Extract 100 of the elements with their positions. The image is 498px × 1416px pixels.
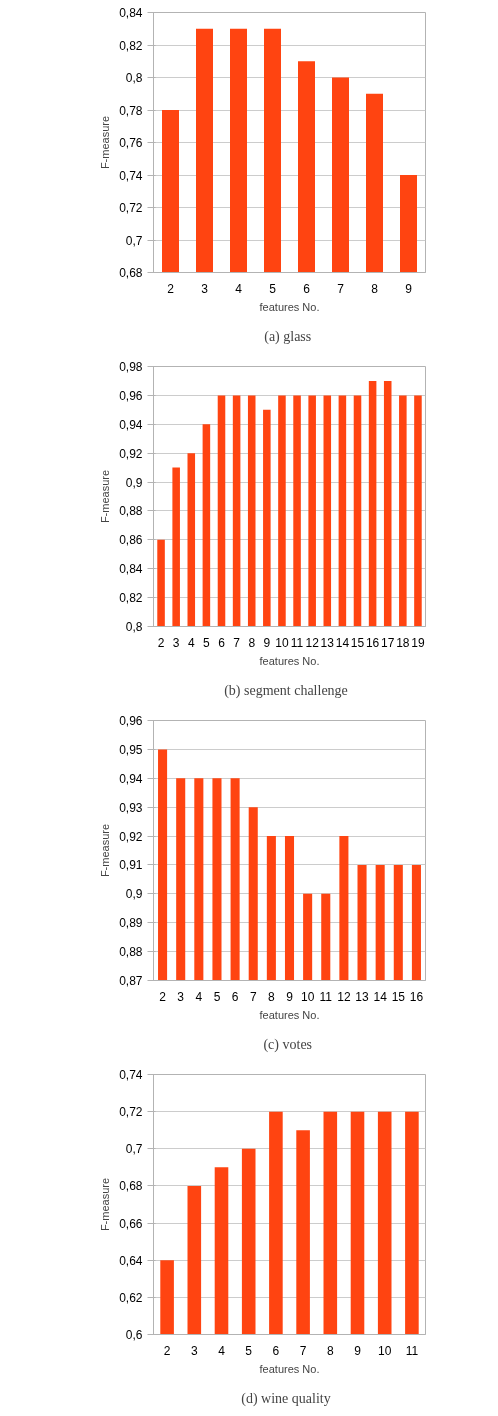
- y-tick-label: 0,76: [119, 136, 143, 150]
- y-tick-label: 0,88: [119, 504, 143, 519]
- x-axis-title: features No.: [259, 1362, 320, 1375]
- y-axis-title: F-measure: [99, 469, 112, 524]
- x-tick-label: 7: [249, 989, 257, 1004]
- x-tick-label: 6: [272, 1343, 280, 1358]
- x-tick-label: 6: [231, 989, 239, 1004]
- x-tick-label: 10: [275, 635, 289, 650]
- y-axis-title: F-measure: [99, 1177, 112, 1232]
- y-tick-label: 0,91: [119, 858, 143, 873]
- x-tick-label: 4: [235, 281, 243, 296]
- x-tick-label: 9: [263, 635, 271, 650]
- x-tick-label: 3: [190, 1343, 198, 1358]
- y-tick-label: 0,9: [125, 475, 143, 490]
- x-tick-label: 2: [163, 1343, 171, 1358]
- y-axis-title: F-measure: [99, 823, 112, 878]
- y-axis-title: F-measure: [99, 115, 112, 170]
- x-tick-label: 5: [203, 635, 211, 650]
- x-tick-label: 8: [268, 989, 276, 1004]
- y-tick-label: 0,87: [119, 974, 143, 988]
- y-tick-label: 0,6: [125, 1328, 143, 1342]
- x-tick-label: 8: [326, 1343, 334, 1358]
- x-tick-label: 16: [409, 989, 424, 1004]
- text: (c) votes: [263, 1036, 313, 1053]
- y-tick-label: 0,94: [119, 417, 143, 432]
- y-tick-label: 0,82: [119, 38, 143, 53]
- x-tick-label: 7: [233, 635, 241, 650]
- x-tick-label: 6: [303, 281, 311, 296]
- x-tick-label: 18: [396, 635, 410, 650]
- y-tick-label: 0,86: [119, 533, 143, 548]
- x-axis-title: features No.: [259, 654, 320, 667]
- x-tick-label: 8: [371, 281, 379, 296]
- y-tick-label: 0,62: [119, 1290, 143, 1305]
- x-tick-label: 13: [355, 989, 370, 1004]
- x-tick-label: 5: [245, 1343, 253, 1358]
- x-tick-label: 6: [218, 635, 226, 650]
- x-tick-label: 5: [269, 281, 277, 296]
- x-tick-label: 14: [335, 635, 350, 650]
- x-axis-title: features No.: [259, 300, 320, 313]
- y-tick-label: 0,92: [119, 829, 143, 844]
- x-tick-label: 13: [320, 635, 335, 650]
- x-tick-label: 11: [290, 635, 304, 650]
- x-tick-label: 3: [177, 989, 185, 1004]
- y-tick-label: 0,68: [119, 266, 143, 280]
- x-tick-label: 17: [381, 635, 395, 650]
- x-tick-label: 12: [337, 989, 351, 1004]
- y-tick-label: 0,84: [119, 562, 143, 577]
- text: (d) wine quality: [241, 1390, 331, 1407]
- x-tick-label: 4: [218, 1343, 226, 1358]
- x-tick-label: 2: [159, 989, 167, 1004]
- x-tick-label: 7: [337, 281, 345, 296]
- y-tick-label: 0,64: [119, 1253, 143, 1268]
- y-tick-label: 0,82: [119, 591, 143, 606]
- y-tick-label: 0,98: [119, 360, 143, 374]
- y-tick-label: 0,66: [119, 1216, 143, 1231]
- y-tick-label: 0,89: [119, 916, 143, 931]
- x-tick-label: 10: [300, 989, 315, 1004]
- x-tick-label: 7: [299, 1343, 307, 1358]
- x-tick-label: 14: [373, 989, 388, 1004]
- x-tick-label: 3: [172, 635, 180, 650]
- y-tick-label: 0,8: [125, 71, 143, 85]
- x-tick-label: 11: [319, 989, 333, 1004]
- y-tick-label: 0,9: [125, 887, 143, 902]
- x-tick-label: 3: [201, 281, 209, 296]
- y-tick-label: 0,88: [119, 945, 143, 960]
- x-tick-label: 4: [195, 989, 203, 1004]
- x-tick-label: 5: [213, 989, 221, 1004]
- y-tick-label: 0,68: [119, 1179, 143, 1194]
- y-tick-label: 0,94: [119, 771, 143, 786]
- x-tick-label: 8: [248, 635, 256, 650]
- x-axis-title: features No.: [259, 1008, 320, 1021]
- y-tick-label: 0,93: [119, 800, 143, 815]
- y-tick-label: 0,96: [119, 388, 143, 403]
- x-tick-label: 9: [405, 281, 413, 296]
- x-tick-label: 16: [365, 635, 380, 650]
- x-tick-label: 12: [305, 635, 320, 650]
- y-tick-label: 0,84: [119, 6, 143, 20]
- y-tick-label: 0,78: [119, 103, 143, 118]
- x-tick-label: 2: [157, 635, 165, 650]
- x-tick-label: 2: [167, 281, 175, 296]
- x-tick-label: 19: [411, 635, 425, 650]
- x-tick-label: 4: [187, 635, 195, 650]
- y-tick-label: 0,96: [119, 714, 143, 728]
- y-tick-label: 0,74: [119, 1068, 143, 1082]
- y-tick-label: 0,74: [119, 168, 143, 183]
- y-tick-label: 0,7: [125, 1142, 143, 1157]
- x-tick-label: 10: [378, 1343, 392, 1358]
- y-tick-label: 0,72: [119, 201, 143, 215]
- x-tick-label: 15: [391, 989, 406, 1004]
- text: (a) glass: [264, 328, 312, 345]
- y-tick-label: 0,92: [119, 446, 143, 461]
- x-tick-label: 9: [286, 989, 294, 1004]
- x-tick-label: 11: [405, 1343, 419, 1358]
- y-tick-label: 0,8: [125, 620, 143, 634]
- x-tick-label: 15: [350, 635, 365, 650]
- text: (b) segment challenge: [224, 682, 348, 699]
- y-tick-label: 0,95: [119, 742, 143, 757]
- y-tick-label: 0,7: [125, 233, 143, 248]
- y-tick-label: 0,72: [119, 1105, 143, 1120]
- x-tick-label: 9: [354, 1343, 362, 1358]
